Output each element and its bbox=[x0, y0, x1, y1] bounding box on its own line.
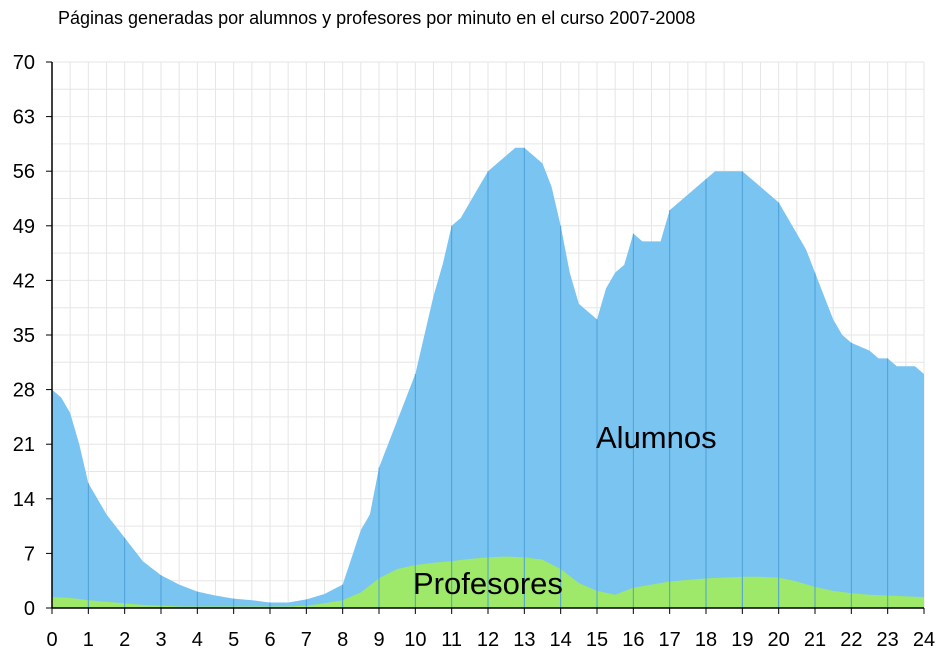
series-labels: Alumnos Profesores bbox=[413, 420, 717, 601]
x-tick-label: 11 bbox=[441, 629, 462, 651]
y-tick-label: 0 bbox=[24, 598, 35, 620]
y-tick-label: 28 bbox=[13, 380, 35, 402]
y-tick-label: 35 bbox=[13, 325, 35, 347]
x-tick-label: 21 bbox=[804, 629, 826, 651]
x-tick-label: 13 bbox=[513, 629, 535, 651]
y-tick-label: 70 bbox=[13, 52, 35, 74]
y-tick-label: 42 bbox=[13, 270, 35, 292]
x-tick-label: 5 bbox=[228, 629, 239, 651]
x-tick-label: 1 bbox=[83, 629, 94, 651]
y-tick-label: 14 bbox=[13, 489, 35, 511]
series-label-alumnos: Alumnos bbox=[596, 420, 717, 455]
x-tick-label: 3 bbox=[155, 629, 166, 651]
x-tick-label: 17 bbox=[659, 629, 681, 651]
y-tick-label: 56 bbox=[13, 161, 35, 183]
x-tick-label: 23 bbox=[877, 629, 899, 651]
x-tick-label: 0 bbox=[46, 629, 57, 651]
x-tick-label: 9 bbox=[373, 629, 384, 651]
axes bbox=[46, 61, 925, 614]
x-tick-label: 12 bbox=[477, 629, 499, 651]
x-tick-label: 7 bbox=[301, 629, 312, 651]
x-tick-label: 8 bbox=[337, 629, 348, 651]
x-tick-label: 16 bbox=[622, 629, 644, 651]
series-label-profesores: Profesores bbox=[413, 566, 563, 601]
x-tick-label: 24 bbox=[913, 629, 935, 651]
x-tick-label: 22 bbox=[840, 629, 862, 651]
chart-title: Páginas generadas por alumnos y profesor… bbox=[58, 8, 696, 28]
x-tick-label: 4 bbox=[192, 629, 203, 651]
x-tick-label: 6 bbox=[264, 629, 275, 651]
x-tick-label: 20 bbox=[768, 629, 790, 651]
x-tick-label: 18 bbox=[695, 629, 717, 651]
y-tick-label: 21 bbox=[13, 434, 35, 456]
x-tick-label: 14 bbox=[550, 629, 572, 651]
x-tick-label: 15 bbox=[586, 629, 608, 651]
x-tick-label: 19 bbox=[731, 629, 753, 651]
x-tick-label: 10 bbox=[404, 629, 426, 651]
hour-lines bbox=[87, 147, 889, 608]
y-tick-label: 49 bbox=[13, 216, 35, 238]
y-tick-label: 7 bbox=[24, 543, 35, 565]
x-tick-label: 2 bbox=[119, 629, 130, 651]
y-tick-label: 63 bbox=[13, 107, 35, 129]
